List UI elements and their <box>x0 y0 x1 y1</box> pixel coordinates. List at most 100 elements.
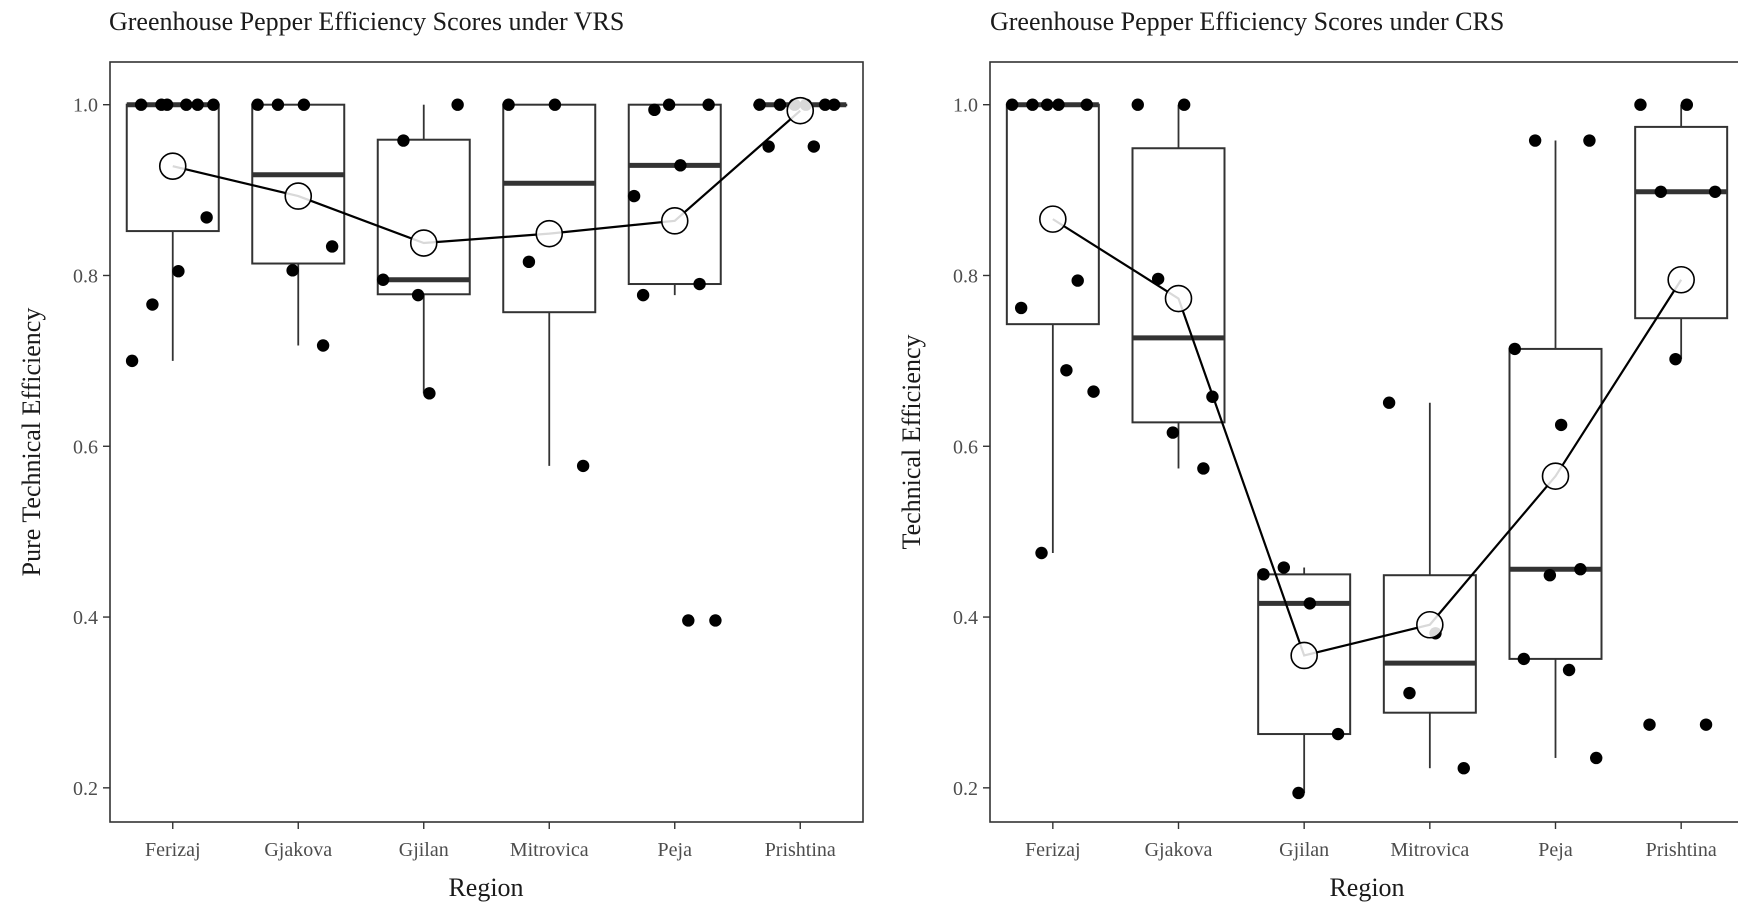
vrs-plot-border <box>109 61 864 823</box>
vrs-data-point <box>627 189 641 203</box>
crs-data-point <box>1177 98 1191 111</box>
vrs-data-point <box>818 98 832 111</box>
crs-data-point <box>1331 727 1345 741</box>
vrs-x-tick-label: Gjakova <box>264 839 332 861</box>
vrs-data-point <box>648 103 661 117</box>
crs-data-point <box>1014 301 1028 315</box>
vrs-x-tick-label: Ferizaj <box>145 839 201 861</box>
crs-y-tick-label: 0.2 <box>953 778 978 800</box>
crs-x-tick-label: Gjakova <box>1145 839 1213 861</box>
crs-data-point <box>1457 762 1470 775</box>
crs-x-axis-title: Region <box>1329 873 1404 902</box>
crs-y-tick-label: 0.6 <box>953 436 978 458</box>
vrs-mean-marker <box>660 207 689 235</box>
vrs-data-point <box>286 264 299 277</box>
crs-data-point <box>1583 134 1596 147</box>
vrs-data-point <box>702 98 715 111</box>
vrs-data-point <box>674 159 687 172</box>
crs-data-point <box>1590 751 1603 765</box>
crs-data-point <box>1166 426 1180 439</box>
vrs-data-point <box>397 134 410 147</box>
crs-data-point <box>1071 274 1084 287</box>
vrs-data-point <box>636 288 650 302</box>
crs-x-tick-label: Peja <box>1538 839 1573 861</box>
crs-mean-marker <box>1039 205 1067 233</box>
crs-x-tick-label: Ferizaj <box>1025 839 1081 861</box>
crs-data-point <box>1554 418 1568 432</box>
vrs-data-point <box>522 255 536 269</box>
crs-panel: 0.2 0.4 0.6 0.8 1.0 Ferizaj Gjakova Gjilan Mitro… <box>953 61 1738 861</box>
vrs-y-tick-label: 0.6 <box>73 436 98 458</box>
vrs-mean-marker <box>284 182 313 210</box>
crs-mean-marker <box>1416 610 1444 639</box>
crs-y-tick-label: 0.8 <box>953 265 978 287</box>
crs-box <box>1382 574 1477 714</box>
crs-mean-marker <box>1290 641 1318 670</box>
vrs-x-tick-label: Mitrovica <box>510 839 589 861</box>
vrs-panel: 0.2 0.4 0.6 0.8 1.0 Ferizaj Gjakova Gjilan Mitro… <box>73 61 864 861</box>
vrs-y-tick-label: 0.8 <box>73 265 98 287</box>
crs-plot-border <box>989 61 1738 823</box>
crs-mean-marker <box>1164 284 1193 313</box>
crs-data-point <box>1080 98 1093 111</box>
vrs-data-point <box>134 98 148 111</box>
vrs-data-point <box>146 298 159 311</box>
vrs-data-point <box>827 98 841 111</box>
vrs-y-axis-title: Pure Technical Efficiency <box>17 308 46 577</box>
crs-mean-line <box>1052 218 1683 657</box>
crs-data-point <box>1277 561 1291 574</box>
crs-data-point <box>1040 98 1054 111</box>
vrs-data-point <box>753 98 766 111</box>
vrs-data-point <box>316 339 330 352</box>
crs-data-point <box>1257 568 1270 581</box>
crs-data-point <box>1634 98 1647 111</box>
crs-data-point <box>1543 569 1557 582</box>
vrs-x-tick-label: Peja <box>658 839 693 861</box>
vrs-data-point <box>693 277 706 291</box>
vrs-data-point <box>423 387 436 400</box>
vrs-x-tick-label: Gjilan <box>399 839 449 861</box>
vrs-x-tick-label: Prishtina <box>765 839 836 861</box>
vrs-box <box>376 138 471 296</box>
vrs-mean-marker <box>409 229 438 257</box>
crs-x-tick-label: Gjilan <box>1279 839 1329 861</box>
crs-data-point <box>1562 663 1576 677</box>
crs-data-point <box>1005 98 1019 111</box>
vrs-y-tick-label: 0.4 <box>73 607 98 629</box>
crs-data-point <box>1292 786 1305 800</box>
vrs-data-point <box>172 265 185 278</box>
crs-y-tick-label: 1.0 <box>953 95 978 117</box>
vrs-box <box>627 103 722 286</box>
vrs-mean-line <box>172 109 801 245</box>
vrs-y-tick-label: 0.2 <box>73 778 98 800</box>
crs-data-point <box>1643 718 1656 731</box>
vrs-data-point <box>271 98 285 111</box>
crs-data-point <box>1151 272 1165 286</box>
vrs-data-point <box>376 273 390 286</box>
crs-data-point <box>1517 652 1531 666</box>
crs-data-point <box>1403 686 1416 700</box>
vrs-data-point <box>180 98 193 111</box>
crs-data-point <box>1026 98 1039 111</box>
vrs-mean-marker <box>786 96 815 125</box>
vrs-data-point <box>807 140 821 153</box>
vrs-data-point <box>411 288 425 302</box>
crs-data-point <box>1708 185 1722 198</box>
crs-data-point <box>1669 352 1682 366</box>
crs-data-point <box>1699 718 1713 731</box>
vrs-data-point <box>682 614 695 627</box>
crs-y-axis-title: Technical Efficiency <box>897 335 926 550</box>
crs-data-point <box>1574 563 1587 576</box>
crs-data-point <box>1680 98 1694 111</box>
vrs-data-point <box>576 459 590 473</box>
vrs-data-point <box>325 240 339 253</box>
vrs-data-point <box>207 98 220 111</box>
crs-x-tick-label: Mitrovica <box>1390 839 1469 861</box>
crs-data-point <box>1060 364 1073 377</box>
vrs-x-axis-title: Region <box>448 873 523 902</box>
vrs-data-point <box>251 98 264 111</box>
vrs-data-point <box>125 354 139 368</box>
crs-data-point <box>1197 462 1210 475</box>
vrs-mean-marker <box>158 152 187 180</box>
